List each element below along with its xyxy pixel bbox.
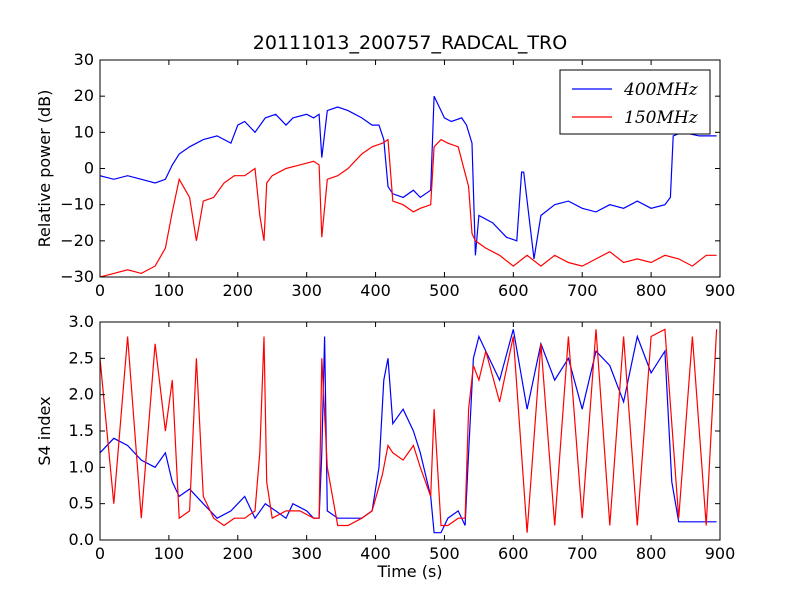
y-tick-label: −20 (60, 231, 94, 250)
y-tick-label: 1.5 (69, 421, 94, 440)
y-tick-label: 0.0 (69, 530, 94, 549)
x-tick-label: 400 (360, 544, 391, 563)
legend-box (559, 69, 711, 135)
s4-y-ticks: 0.0 0.5 1.0 1.5 2.0 2.5 3.0 (69, 312, 720, 549)
power-x-ticks: 0 100 200 300 400 500 600 700 800 900 (95, 60, 735, 300)
y-tick-label: 3.0 (69, 312, 94, 331)
y-tick-label: 2.0 (69, 385, 94, 404)
x-tick-label: 700 (567, 281, 598, 300)
x-tick-label: 100 (154, 281, 185, 300)
power-y-axis-label: Relative power (dB) (35, 90, 54, 248)
s4-line-400mhz (100, 329, 717, 534)
legend: 400MHz 150MHz (559, 69, 711, 135)
x-tick-label: 100 (154, 544, 185, 563)
power-panel: −30 −20 −10 0 10 20 30 0 100 200 300 400 500 600 700 8… (35, 50, 735, 300)
x-tick-label: 200 (223, 544, 254, 563)
legend-label-400mhz: 400MHz (623, 80, 699, 100)
power-line-400mhz (100, 95, 717, 259)
power-y-ticks: −30 −20 −10 0 10 20 30 (60, 50, 720, 286)
y-tick-label: 10 (74, 122, 94, 141)
x-tick-label: 600 (498, 281, 529, 300)
s4-line-150mhz (100, 328, 718, 533)
s4-y-axis-label: S4 index (35, 396, 54, 465)
x-tick-label: 400 (360, 281, 391, 300)
x-tick-label: 300 (291, 281, 322, 300)
x-tick-label: 500 (429, 544, 460, 563)
x-axis-label: Time (s) (376, 562, 442, 581)
chart-title: 20111013_200757_RADCAL_TRO (253, 32, 567, 54)
power-series-group (100, 95, 717, 277)
x-tick-label: 200 (223, 281, 254, 300)
s4-series-group (100, 328, 718, 534)
y-tick-label: 0.5 (69, 494, 94, 513)
y-tick-label: 20 (74, 86, 94, 105)
y-tick-label: 0 (84, 159, 94, 178)
x-tick-label: 0 (95, 544, 105, 563)
x-tick-label: 0 (95, 281, 105, 300)
x-tick-label: 800 (636, 281, 667, 300)
s4-panel: 0.0 0.5 1.0 1.5 2.0 2.5 3.0 0 100 200 300 400 500 60… (35, 312, 735, 581)
legend-label-150mhz: 150MHz (624, 108, 699, 128)
y-tick-label: 2.5 (69, 348, 94, 367)
x-tick-label: 700 (567, 544, 598, 563)
x-tick-label: 900 (705, 281, 736, 300)
y-tick-label: 30 (74, 50, 94, 69)
x-tick-label: 800 (636, 544, 667, 563)
y-tick-label: −30 (60, 267, 94, 286)
x-tick-label: 300 (291, 544, 322, 563)
y-tick-label: 1.0 (69, 457, 94, 476)
x-tick-label: 900 (705, 544, 736, 563)
y-tick-label: −10 (60, 195, 94, 214)
x-tick-label: 600 (498, 544, 529, 563)
x-tick-label: 500 (429, 281, 460, 300)
power-line-150mhz (100, 138, 717, 277)
s4-x-ticks: 0 100 200 300 400 500 600 700 800 900 (95, 322, 735, 563)
